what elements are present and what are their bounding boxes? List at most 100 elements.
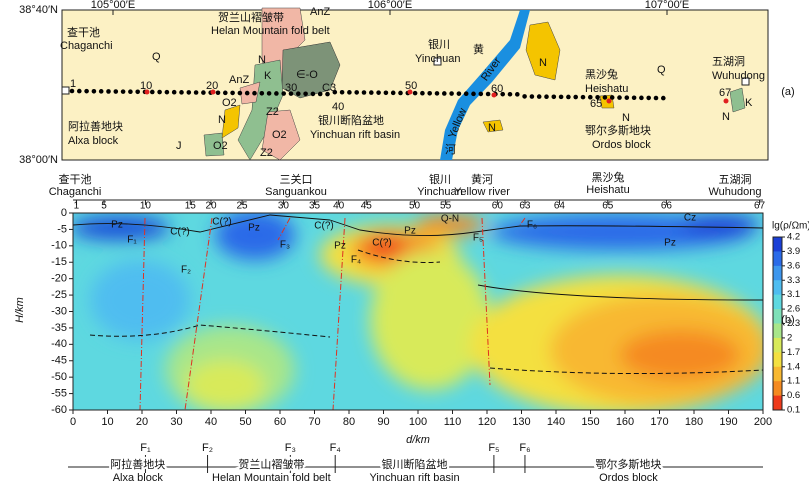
- colorbar-tick-label: 3.9: [787, 246, 800, 257]
- place-label: Chaganchi: [49, 186, 102, 198]
- station-dot: [407, 89, 413, 95]
- colorbar-bin: [773, 352, 782, 368]
- block-label: 鄂尔多斯地块: [595, 457, 661, 471]
- station-label: 30: [278, 201, 290, 212]
- x-tick-label: 20: [136, 416, 148, 428]
- station-dot: [544, 94, 549, 99]
- map-label: 60: [491, 83, 503, 95]
- station-label: 66: [661, 201, 673, 212]
- unit-label: F₃: [280, 240, 290, 251]
- map-label: 查干池: [67, 25, 100, 39]
- unit-label: Q-N: [441, 214, 459, 225]
- station-dot: [339, 89, 345, 95]
- fault-label: F₅: [488, 442, 499, 454]
- x-tick-label: 30: [170, 416, 182, 428]
- station-dot: [369, 90, 374, 95]
- station-dot: [471, 91, 476, 97]
- place-label: Sanguankou: [265, 186, 327, 198]
- x-tick-label: 120: [478, 416, 496, 428]
- station-label: 5: [101, 201, 107, 212]
- map-frame: [61, 9, 769, 161]
- lon-tick-label: 106°00′E: [368, 0, 412, 11]
- x-tick-label: 0: [70, 416, 76, 428]
- station-dot: [317, 91, 323, 97]
- station-dot: [485, 91, 491, 97]
- map-label: 50: [405, 80, 417, 92]
- map-label: 鄂尔多斯地块: [585, 123, 651, 137]
- x-tick-label: 170: [650, 416, 668, 428]
- x-tick-label: 110: [444, 416, 462, 428]
- unit-label: Pz: [111, 220, 123, 231]
- y-tick-label: -55: [51, 387, 67, 399]
- map-label: C3: [322, 82, 336, 94]
- station-dot: [332, 89, 338, 95]
- map-label: Heishatu: [585, 83, 628, 95]
- station-dot: [106, 89, 111, 94]
- map-label: N: [722, 111, 730, 123]
- x-tick-label: 150: [581, 416, 599, 428]
- y-tick-label: -10: [51, 240, 67, 252]
- station-dot: [420, 90, 425, 96]
- map-label: 银川: [428, 37, 450, 51]
- map-label: AnZ: [229, 74, 249, 86]
- map-label: 黑沙兔: [585, 67, 618, 81]
- fault-label: F₂: [202, 442, 213, 454]
- station-dot: [150, 89, 155, 95]
- colorbar-tick-label: 1.7: [787, 347, 800, 358]
- x-tick-label: 190: [719, 416, 737, 428]
- station-dot: [128, 89, 133, 95]
- station-dot: [390, 90, 396, 96]
- station-dot: [84, 88, 89, 94]
- station-dot: [113, 89, 119, 94]
- colorbar-bin: [773, 280, 782, 295]
- map-label: 65: [590, 98, 602, 110]
- station-label: 55: [440, 201, 452, 212]
- map-label: Chaganchi: [60, 40, 113, 52]
- lon-tick-label: 107°00′E: [645, 0, 689, 11]
- station-dot: [120, 89, 126, 94]
- map-label: 30: [285, 82, 297, 94]
- station-dot: [230, 90, 235, 96]
- place-label: 查干池: [59, 172, 92, 186]
- map-label: K: [264, 70, 272, 82]
- map-label: 黄: [473, 42, 484, 56]
- colorbar-bin: [773, 366, 782, 382]
- map-label: 20: [206, 80, 218, 92]
- fault-label: F₆: [519, 442, 530, 454]
- y-axis-title: H/km: [14, 297, 26, 323]
- unit-label: C(?): [212, 217, 231, 228]
- block-label: 银川断陷盆地: [382, 457, 448, 471]
- station-dot: [536, 94, 542, 99]
- block-label: Helan Mountain fold belt: [212, 472, 331, 484]
- block-label: 阿拉善地块: [110, 457, 165, 471]
- place-label: Heishatu: [586, 184, 629, 196]
- station-dot: [157, 89, 162, 95]
- station-dot: [259, 90, 265, 96]
- unit-label: C(?): [170, 227, 189, 238]
- station-label: 25: [236, 201, 248, 212]
- station-dot: [478, 91, 484, 97]
- station-dot: [179, 90, 184, 95]
- unit-label: F₆: [527, 220, 537, 231]
- station-dot: [653, 95, 659, 101]
- station-dot: [325, 91, 330, 97]
- station-dot: [361, 90, 367, 95]
- colorbar-tick-label: 3.3: [787, 275, 800, 286]
- colorbar-tick-label: 0.1: [787, 405, 800, 416]
- unit-label: Pz: [404, 226, 416, 237]
- station-label: 20: [205, 201, 217, 212]
- colorbar-bin: [773, 237, 782, 252]
- map-label: 河: [445, 143, 456, 156]
- station-dot: [515, 92, 520, 97]
- station-label: 1: [74, 201, 80, 212]
- colorbar-bin: [773, 251, 782, 267]
- geology: [61, 7, 750, 161]
- map-label: O2: [213, 140, 228, 152]
- station-dot: [529, 94, 535, 99]
- station-dot: [164, 89, 170, 95]
- station-dot: [383, 90, 389, 96]
- unit-label: Pz: [664, 238, 676, 249]
- map-label: O2: [272, 129, 287, 141]
- y-tick-label: -15: [51, 256, 67, 268]
- map-label: Wuhudong: [712, 70, 765, 82]
